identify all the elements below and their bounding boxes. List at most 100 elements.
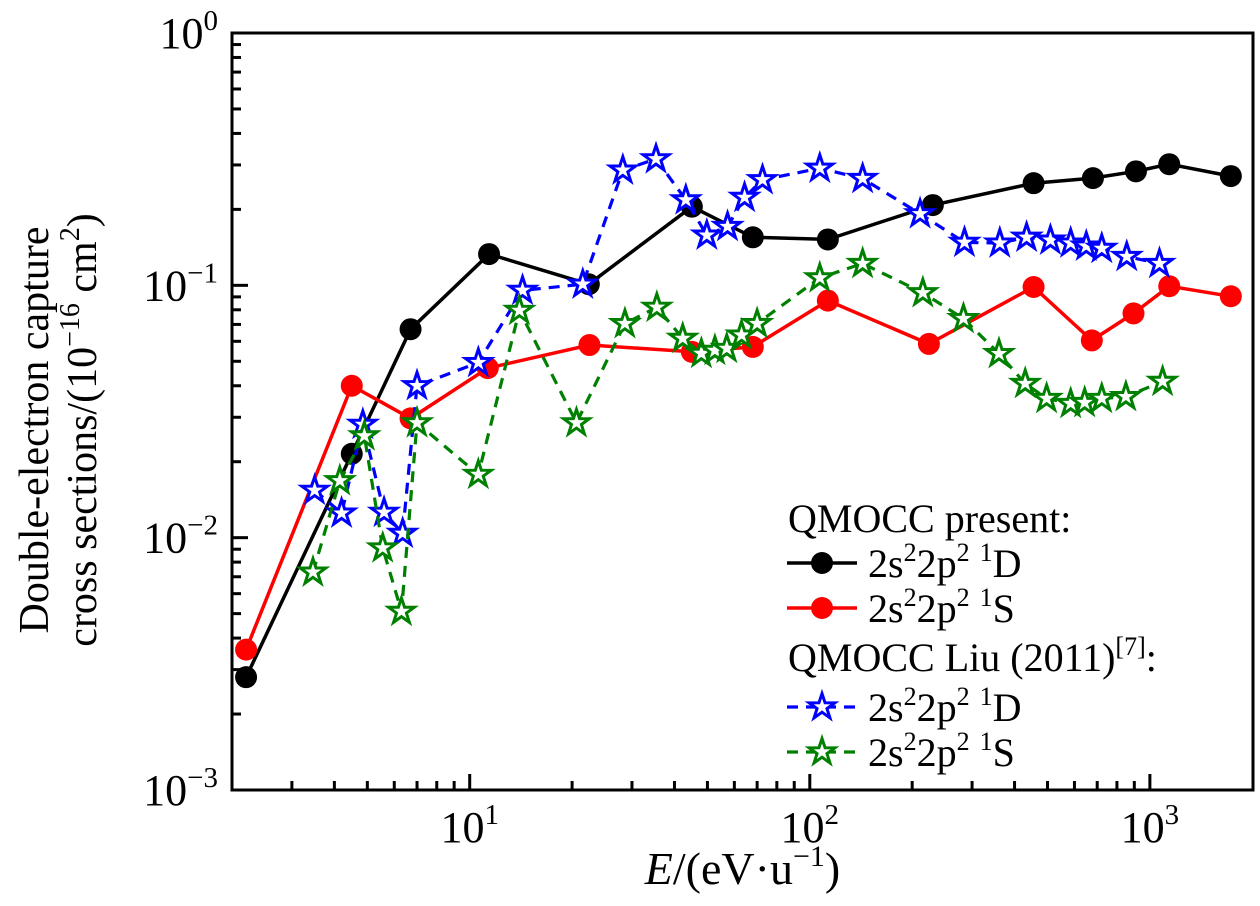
- axis-ticks: [232, 31, 1152, 792]
- data-point-marker: [505, 272, 540, 306]
- data-point-marker: [981, 335, 1017, 369]
- data-point-marker: [1029, 380, 1065, 414]
- legend-item-liu-1D: 2s22p2 1D: [787, 682, 1021, 730]
- data-point-marker: [295, 553, 331, 587]
- data-point-marker: [1022, 275, 1045, 298]
- data-point-marker: [1080, 329, 1103, 352]
- data-point-marker: [710, 208, 745, 242]
- data-point-marker: [460, 456, 496, 490]
- data-point-marker: [1084, 380, 1120, 414]
- data-point-marker: [235, 638, 258, 661]
- data-point-marker: [235, 666, 258, 689]
- data-point-marker: [607, 305, 643, 339]
- data-point-marker: [1142, 245, 1177, 279]
- data-point-marker: [1124, 160, 1147, 183]
- data-point-marker: [1022, 172, 1045, 195]
- data-point-marker: [1158, 153, 1181, 176]
- data-point-marker: [739, 305, 775, 339]
- legend-item-label: 2s22p2 1D: [868, 538, 1021, 586]
- y-axis-title-line1: Double-electron capture: [12, 227, 58, 634]
- data-point-marker: [565, 265, 601, 300]
- series-present-1D: [235, 153, 1242, 689]
- data-point-marker: [902, 195, 938, 229]
- data-point-marker: [982, 224, 1018, 258]
- legend-sample-marker: [811, 552, 833, 574]
- legend-item-present-1D: 2s22p2 1D: [787, 538, 1021, 586]
- legend-header: QMOCC Liu (2011)[7]:: [788, 632, 1157, 680]
- data-point-marker: [1219, 165, 1242, 188]
- data-point-marker: [399, 367, 435, 401]
- data-point-marker: [578, 334, 601, 357]
- y-axis-title-line2: cross sections/(10−16 cm2): [55, 213, 106, 646]
- y-tick-label: 10−1: [143, 257, 218, 310]
- data-point-marker: [639, 289, 675, 323]
- x-axis-title: E/(eV·u−1): [644, 840, 840, 894]
- x-tick-label: 103: [1121, 799, 1180, 852]
- legend-sample-marker: [804, 688, 840, 722]
- y-tick-label: 10−3: [143, 762, 218, 815]
- data-point-marker: [1145, 363, 1181, 397]
- legend-sample-marker: [811, 597, 833, 619]
- x-tick-label: 102: [781, 799, 840, 852]
- data-point-marker: [399, 404, 435, 438]
- data-point-marker: [1122, 302, 1145, 325]
- legend-item-present-1S: 2s22p2 1S: [787, 583, 1015, 631]
- legend-item-label: 2s22p2 1D: [868, 682, 1021, 730]
- data-point-marker: [385, 515, 421, 549]
- y-tick-label: 10−2: [143, 510, 218, 563]
- data-point-marker: [460, 344, 496, 378]
- legend-item-label: 2s22p2 1S: [868, 727, 1015, 775]
- x-axis-tick-labels: 101 102 103: [440, 799, 1179, 852]
- legend-item-liu-1S: 2s22p2 1S: [787, 727, 1015, 775]
- data-point-marker: [384, 593, 419, 627]
- data-point-marker: [1033, 221, 1068, 255]
- data-point-marker: [1068, 227, 1104, 261]
- x-tick-label: 101: [440, 799, 499, 852]
- series-liu-1D: [297, 140, 1177, 549]
- data-point-marker: [745, 161, 780, 195]
- y-tick-label: 100: [160, 5, 219, 58]
- data-point-marker: [1007, 365, 1043, 399]
- data-point-marker: [816, 289, 839, 312]
- legend-header: QMOCC present:: [788, 496, 1071, 541]
- data-point-marker: [689, 216, 725, 251]
- data-point-marker: [946, 300, 981, 334]
- data-point-marker: [802, 149, 838, 184]
- data-point-marker: [365, 529, 401, 563]
- plot-frame: [230, 31, 1255, 792]
- data-point-marker: [845, 245, 881, 279]
- data-point-marker: [1009, 219, 1045, 253]
- data-point-marker: [638, 140, 674, 174]
- data-point-marker: [478, 243, 501, 266]
- data-point-marker: [816, 228, 839, 251]
- series-liu-1S: [295, 245, 1181, 627]
- data-point-marker: [502, 292, 537, 326]
- data-point-marker: [1158, 275, 1181, 298]
- data-point-marker: [340, 374, 363, 397]
- data-point-marker: [346, 417, 382, 451]
- data-point-marker: [665, 320, 701, 354]
- data-point-marker: [559, 404, 594, 438]
- data-point-marker: [605, 151, 641, 185]
- data-point-marker: [1081, 167, 1104, 190]
- data-point-marker: [366, 494, 402, 528]
- data-point-marker: [322, 462, 358, 496]
- data-point-marker: [845, 160, 881, 194]
- data-point-marker: [802, 259, 838, 293]
- data-point-marker: [399, 318, 422, 341]
- data-point-marker: [905, 274, 941, 308]
- data-point-marker: [1108, 378, 1144, 412]
- legend-item-label: 2s22p2 1S: [868, 583, 1015, 631]
- data-point-marker: [741, 226, 764, 249]
- data-point-marker: [917, 332, 940, 355]
- data-point-marker: [727, 179, 762, 213]
- y-axis-tick-labels: 100 10−1 10−2 10−3: [143, 5, 218, 815]
- data-point-marker: [668, 181, 704, 215]
- data-point-marker: [1219, 285, 1242, 308]
- data-point-marker: [947, 224, 982, 258]
- legend-sample-marker: [804, 733, 840, 767]
